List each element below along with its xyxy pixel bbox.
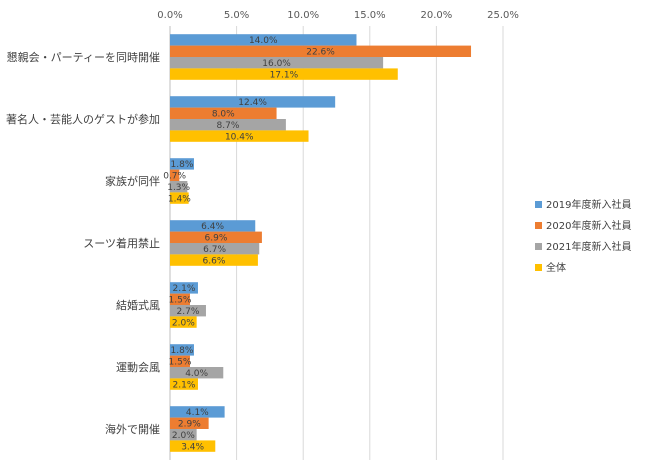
data-label: 6.4% (201, 222, 224, 232)
legend-swatch (535, 222, 542, 229)
data-label: 6.7% (203, 245, 226, 255)
data-label: 3.4% (181, 442, 204, 452)
data-label: 2.1% (173, 284, 196, 294)
bar (170, 68, 398, 80)
category-label: スーツ着用禁止 (83, 236, 160, 250)
bar (170, 220, 256, 232)
data-label: 14.0% (249, 36, 278, 46)
bar (170, 344, 194, 356)
data-label: 1.5% (169, 358, 192, 368)
bar (170, 96, 336, 108)
bar (170, 254, 258, 266)
bar (170, 293, 190, 305)
legend-swatch (535, 264, 542, 271)
bar (170, 107, 277, 119)
x-tick-label: 10.0% (287, 10, 319, 21)
data-label: 1.8% (171, 160, 194, 170)
legend-swatch (535, 243, 542, 250)
category-label: 懇親会・パーティーを同時開催 (7, 50, 160, 64)
data-label: 2.0% (172, 431, 195, 441)
data-label: 2.7% (177, 307, 200, 317)
x-tick-label: 15.0% (354, 10, 386, 21)
bar (170, 34, 357, 46)
bar (170, 429, 197, 441)
category-label: 結婚式風 (116, 298, 160, 312)
bar (170, 440, 216, 452)
bar (170, 406, 225, 418)
data-label: 8.7% (217, 121, 240, 131)
category-label: 家族が同伴 (105, 174, 160, 188)
bar (170, 231, 262, 243)
category-label: 海外で開催 (105, 422, 160, 436)
category-axis: 懇親会・パーティーを同時開催著名人・芸能人のゲストが参加家族が同伴スーツ着用禁止… (6, 26, 171, 460)
x-tick-label: 20.0% (421, 10, 453, 21)
legend-label: 全体 (546, 261, 566, 274)
data-label: 4.1% (186, 408, 209, 418)
data-label: 17.1% (270, 70, 299, 80)
data-label: 2.1% (173, 380, 196, 390)
data-label: 6.6% (203, 256, 226, 266)
bar (170, 45, 472, 57)
bar (170, 367, 224, 379)
bar (170, 192, 189, 204)
data-label: 1.3% (167, 183, 190, 193)
bar (170, 130, 309, 142)
legend-label: 2020年度新入社員 (546, 219, 631, 232)
bar (170, 417, 209, 429)
bar (170, 57, 384, 69)
data-label: 10.4% (225, 132, 254, 142)
x-axis-ticks: 0.0% 5.0% 10.0% 15.0% 20.0% 25.0% (157, 10, 519, 21)
data-label: 1.8% (171, 346, 194, 356)
bar (170, 158, 194, 170)
data-label: 1.4% (168, 194, 191, 204)
legend-swatch (535, 201, 542, 208)
x-tick-label: 25.0% (487, 10, 519, 21)
bar (170, 282, 198, 294)
category-label: 運動会風 (116, 360, 160, 374)
legend-label: 2021年度新入社員 (546, 240, 631, 253)
legend-label: 2019年度新入社員 (546, 198, 631, 211)
data-label: 22.6% (306, 48, 335, 58)
data-label: 16.0% (262, 59, 291, 69)
bar (170, 316, 197, 328)
data-label: 2.0% (172, 318, 195, 328)
bar (170, 243, 260, 255)
x-tick-label: 5.0% (224, 10, 249, 21)
data-label: 6.9% (205, 234, 228, 244)
data-label: 1.5% (169, 296, 192, 306)
bars (170, 34, 472, 452)
bar (170, 355, 190, 367)
data-label: 0.7% (163, 172, 186, 182)
category-label: 著名人・芸能人のゲストが参加 (6, 112, 160, 126)
data-label: 8.0% (212, 110, 235, 120)
data-label: 4.0% (185, 369, 208, 379)
bar (170, 378, 198, 390)
bar (170, 119, 286, 131)
bar (170, 169, 180, 181)
data-label: 12.4% (238, 98, 267, 108)
data-label: 2.9% (178, 420, 201, 430)
bar (170, 181, 188, 193)
data-labels: 14.0% 22.6% 16.0%17.1% 12.4%8.0%8.7%10.4% 1.… (163, 36, 335, 452)
bar (170, 305, 206, 317)
x-tick-label: 0.0% (157, 10, 182, 21)
